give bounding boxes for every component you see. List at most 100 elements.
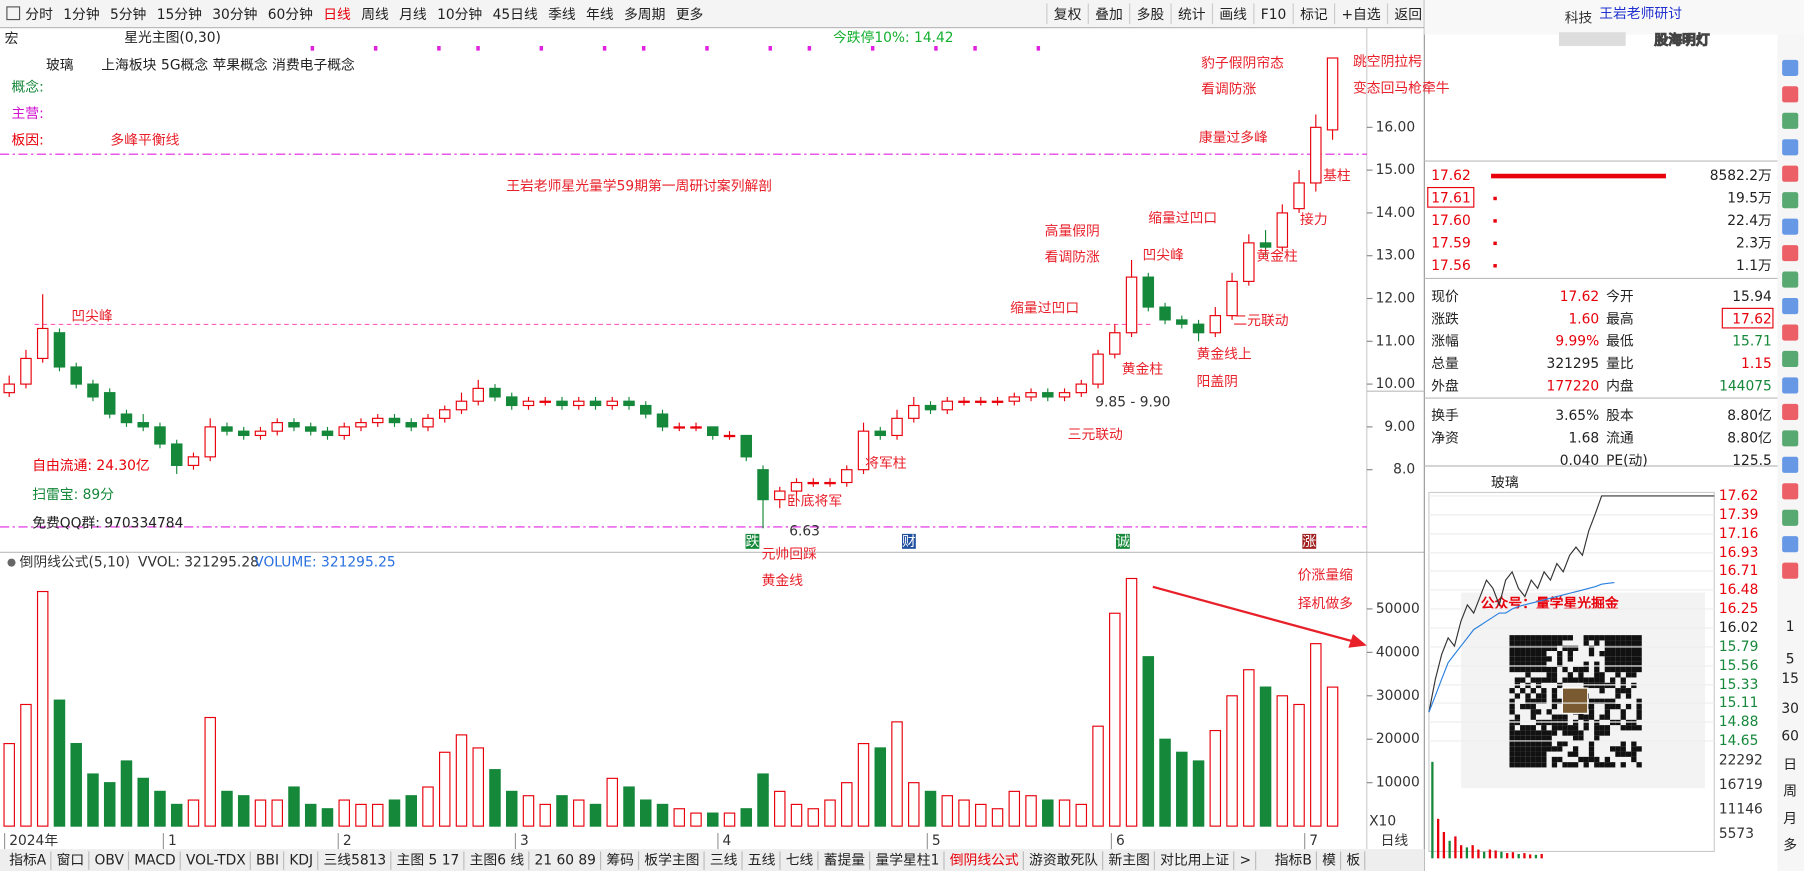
side-icon[interactable]: 30 — [1781, 701, 1799, 717]
volume-bar — [1075, 803, 1088, 827]
tab[interactable]: MACD — [134, 853, 175, 869]
tab[interactable]: 五线 — [748, 853, 776, 869]
tab[interactable]: 蓄提量 — [824, 853, 866, 869]
tool-icon[interactable] — [1782, 112, 1799, 129]
tab[interactable]: 新主图 — [1108, 853, 1149, 869]
qr-cell — [1551, 635, 1558, 641]
qr-cell — [1525, 735, 1531, 741]
tab[interactable]: 窗口 — [57, 852, 85, 869]
collapse-button[interactable] — [1558, 32, 1626, 47]
tab[interactable]: OBV — [95, 853, 125, 869]
toolbar-button[interactable]: 统计 — [1178, 7, 1206, 23]
tool-icon[interactable] — [1782, 562, 1799, 579]
mini-tick-label: 14.88 — [1719, 714, 1758, 730]
toolbar-button[interactable]: +自选 — [1341, 7, 1380, 23]
tool-icon[interactable] — [1782, 139, 1799, 156]
qr-cell — [1509, 740, 1515, 747]
tab[interactable]: 量学星柱1 — [875, 853, 939, 869]
toolbar-button[interactable]: 多股 — [1137, 6, 1165, 23]
side-icon[interactable]: 月 — [1783, 811, 1797, 827]
volume-bar — [740, 808, 753, 827]
tab[interactable]: 七线 — [786, 853, 814, 869]
tab[interactable]: 三线 — [710, 853, 738, 869]
tab[interactable]: VOL-TDX — [186, 853, 246, 869]
tool-icon[interactable] — [1782, 324, 1799, 341]
tool-icon[interactable] — [1782, 377, 1799, 394]
tab[interactable]: 板 — [1346, 853, 1360, 869]
tool-icon[interactable] — [1782, 430, 1799, 447]
side-icon[interactable]: 15 — [1781, 671, 1799, 687]
menu-item[interactable]: 日线 — [323, 7, 351, 23]
tool-icon[interactable] — [1782, 218, 1799, 235]
info-text: 自由流通: 24.30亿 — [32, 458, 150, 474]
side-icon[interactable]: 周 — [1783, 784, 1797, 800]
menu-item[interactable]: 周线 — [361, 7, 389, 23]
menu-item[interactable]: 多周期 — [624, 6, 665, 23]
tab[interactable]: 21 60 89 — [535, 853, 596, 869]
tool-icon[interactable] — [1782, 483, 1799, 500]
qr-cell — [1546, 645, 1552, 652]
tab[interactable]: 对比用上证 — [1160, 853, 1229, 869]
tool-icon[interactable] — [1782, 245, 1799, 262]
tool-icon[interactable] — [1782, 298, 1799, 315]
tab[interactable]: 主图6 线 — [470, 853, 525, 869]
menu-item[interactable]: 季线 — [548, 7, 576, 23]
tool-icon[interactable] — [1782, 536, 1799, 553]
tab[interactable]: KDJ — [289, 853, 313, 869]
toolbar-button[interactable]: 复权 — [1054, 6, 1082, 23]
qr-cell — [1562, 740, 1568, 747]
tool-icon[interactable] — [1782, 271, 1799, 288]
tab[interactable]: 模 — [1322, 853, 1336, 869]
tool-icon[interactable] — [1782, 403, 1799, 420]
tab[interactable]: 指标A — [9, 853, 47, 869]
toolbar-button[interactable]: 返回 — [1394, 7, 1422, 23]
toolbar-button[interactable]: 叠加 — [1095, 7, 1123, 23]
qr-cell — [1567, 651, 1573, 657]
menu-item[interactable]: 分时 — [25, 7, 53, 23]
tab[interactable]: BBI — [256, 853, 279, 869]
qr-cell — [1514, 645, 1521, 652]
side-icon[interactable]: 多 — [1783, 837, 1797, 854]
side-icon[interactable]: 60 — [1781, 728, 1799, 744]
toolbar-button[interactable]: F10 — [1261, 7, 1286, 23]
tool-icon[interactable] — [1782, 456, 1799, 473]
tool-icon[interactable] — [1782, 192, 1799, 209]
menu-item[interactable]: 5分钟 — [110, 6, 146, 23]
tab[interactable]: > — [1239, 853, 1251, 869]
side-icon[interactable]: 1 — [1786, 619, 1795, 635]
menu-item[interactable]: 月线 — [399, 7, 427, 23]
qr-cell — [1588, 751, 1595, 757]
candle-body — [824, 481, 836, 485]
tool-icon[interactable] — [1782, 350, 1799, 368]
tab[interactable]: 板学主图 — [644, 853, 699, 869]
menu-item[interactable]: 30分钟 — [212, 6, 257, 23]
menu-item[interactable]: 1分钟 — [63, 6, 99, 23]
volume-bar — [187, 799, 200, 827]
tab[interactable]: 指标B — [1275, 853, 1312, 869]
tool-icon[interactable] — [1782, 59, 1799, 76]
side-icon[interactable]: 5 — [1786, 651, 1795, 667]
menu-item[interactable]: 年线 — [586, 7, 614, 23]
side-icon[interactable]: 日 — [1783, 757, 1797, 773]
tab[interactable]: 倒阴线公式 — [950, 853, 1019, 869]
toolbar-button[interactable]: 画线 — [1219, 7, 1247, 23]
tool-icon[interactable] — [1782, 165, 1799, 182]
menu-item[interactable]: 45日线 — [493, 7, 538, 23]
menu-item[interactable]: 10分钟 — [437, 6, 482, 23]
tab[interactable]: 三线5813 — [323, 853, 386, 869]
menu-item[interactable]: 60分钟 — [268, 6, 313, 23]
qr-cell — [1636, 709, 1642, 715]
tab[interactable]: 游资敢死队 — [1029, 853, 1098, 869]
tool-icon[interactable] — [1782, 86, 1799, 103]
tool-icon[interactable] — [1782, 509, 1799, 526]
qr-cell — [1514, 677, 1521, 683]
menu-item[interactable]: 15分钟 — [157, 6, 202, 23]
y-tick-label: 13.00 — [1376, 248, 1415, 264]
volume-bar — [405, 795, 417, 827]
toolbar-button[interactable]: 标记 — [1300, 7, 1328, 23]
tab[interactable]: 主图 5 17 — [397, 853, 460, 869]
menu-item[interactable]: 更多 — [676, 6, 704, 23]
qr-cell — [1530, 688, 1536, 694]
tab[interactable]: 筹码 — [606, 852, 634, 869]
volume-bar — [723, 812, 736, 827]
